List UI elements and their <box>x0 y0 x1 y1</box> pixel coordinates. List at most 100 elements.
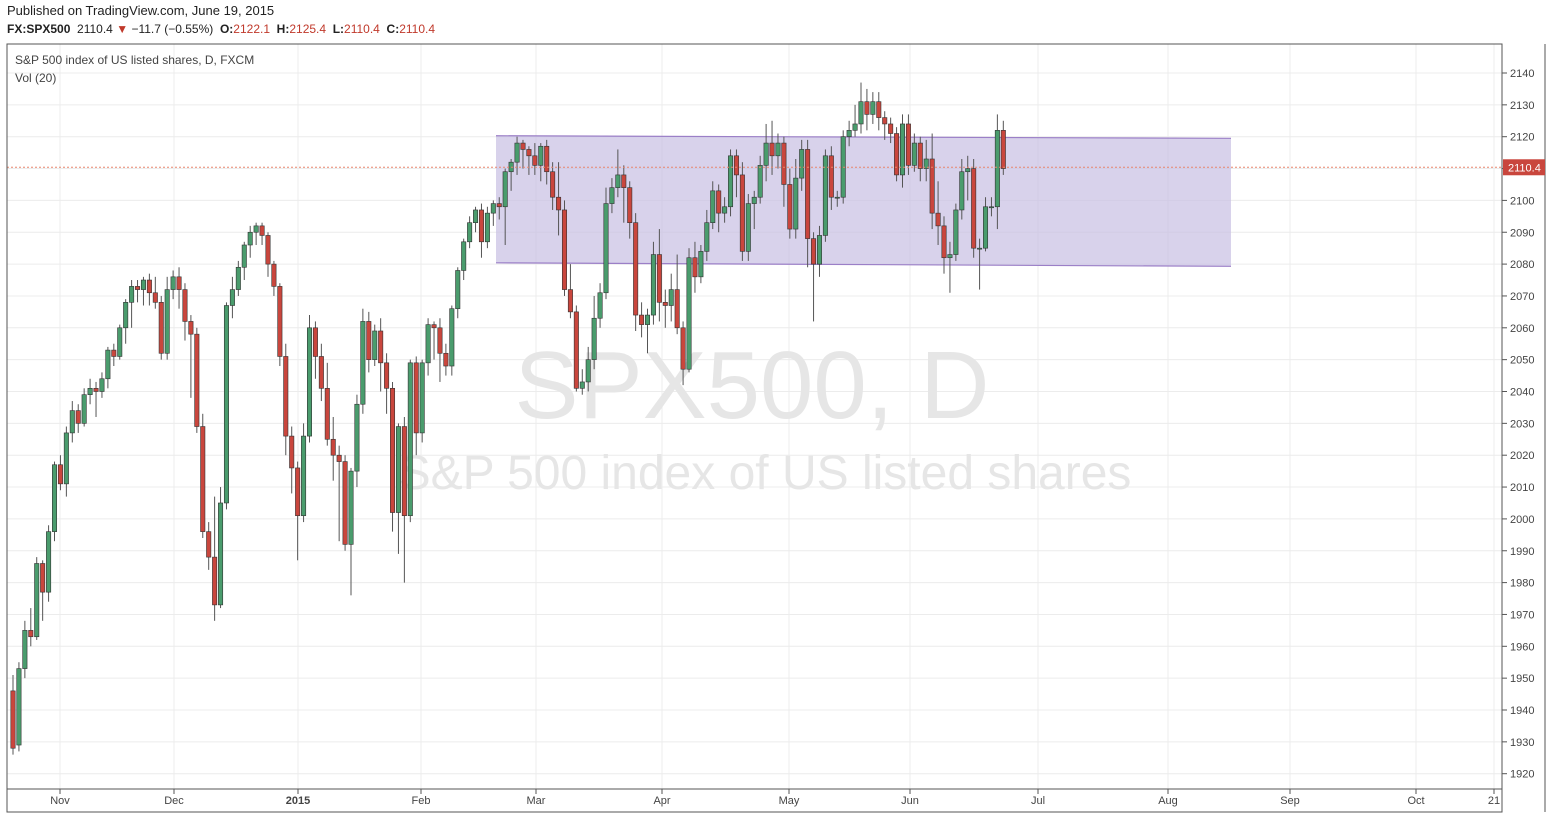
legend-indicator[interactable]: Vol (20) <box>15 71 56 85</box>
candle <box>69 401 75 443</box>
candle-body <box>615 174 621 188</box>
candle <box>390 381 396 532</box>
candle-body <box>538 145 544 166</box>
y-tick-label: 1930 <box>1510 737 1534 749</box>
candle-body <box>911 142 917 166</box>
candle <box>449 305 455 376</box>
channel-top-line[interactable] <box>495 135 1232 139</box>
candle-body <box>621 174 627 188</box>
last-price: 2110.4 <box>77 22 113 36</box>
candle-body <box>449 308 455 367</box>
candle <box>520 139 526 169</box>
candle <box>271 260 277 296</box>
candle-body <box>490 203 496 214</box>
candle <box>579 369 585 395</box>
candle-body <box>811 238 817 265</box>
close-value: 2110.4 <box>399 22 436 36</box>
candle-body <box>745 203 751 252</box>
candle <box>283 343 289 456</box>
candle <box>75 404 81 433</box>
candle <box>502 168 508 245</box>
candle-body <box>633 222 639 316</box>
y-tick-label: 2100 <box>1510 195 1534 207</box>
candle-body <box>852 123 858 131</box>
candle-body <box>573 311 579 389</box>
candle <box>816 225 822 277</box>
close-label: C: <box>386 22 400 36</box>
candle <box>229 276 235 319</box>
candle <box>81 388 87 427</box>
candle-body <box>805 149 811 239</box>
x-tick-label: Dec <box>164 795 184 807</box>
candle-body <box>645 314 651 325</box>
candle-body <box>799 149 805 179</box>
time-axis[interactable]: Nov Dec 2015 Feb Mar Apr May Jun Jul Aug Sep Oct 21 <box>50 789 1500 807</box>
candle-body <box>704 222 710 252</box>
candle-body <box>105 349 111 380</box>
candle <box>212 496 218 621</box>
candle-body <box>259 225 265 236</box>
candle-body <box>271 263 277 287</box>
candle <box>206 522 212 570</box>
candle-body <box>728 155 734 208</box>
candle-body <box>751 196 757 204</box>
candle-body <box>609 187 615 204</box>
candle-body <box>680 327 686 370</box>
candle-body <box>710 190 716 223</box>
candle-body <box>372 330 378 360</box>
candle <box>639 302 645 338</box>
candle-body <box>686 257 692 370</box>
candle <box>894 127 900 182</box>
watermark: SPX500, D S&P 500 index of US listed sha… <box>399 332 1132 500</box>
x-tick-label: Aug <box>1158 795 1178 807</box>
low-value: 2110.4 <box>344 22 380 36</box>
candle <box>775 133 781 169</box>
candle <box>627 181 633 239</box>
candle-body <box>822 155 828 236</box>
candle <box>769 120 775 175</box>
candle-body <box>959 171 965 211</box>
published-line: Published on TradingView.com, June 19, 2… <box>7 3 275 18</box>
parallel-channel[interactable] <box>495 135 1232 267</box>
x-tick-label: Jul <box>1031 795 1045 807</box>
down-arrow-icon: ▼ <box>116 22 129 36</box>
candle <box>561 200 567 296</box>
candle-body <box>870 101 876 115</box>
candle <box>971 158 977 258</box>
candle-body <box>253 225 259 233</box>
channel-bottom-line[interactable] <box>495 262 1232 267</box>
candle <box>10 674 16 755</box>
candle-body <box>888 123 894 134</box>
candle <box>384 353 390 414</box>
candle-body <box>698 251 704 278</box>
candle-body <box>229 289 235 306</box>
symbol-name[interactable]: FX:SPX500 <box>7 22 71 36</box>
candle <box>698 244 704 284</box>
candle-body <box>117 327 123 357</box>
candle-body <box>502 171 508 208</box>
candle-body <box>265 235 271 265</box>
candle <box>490 200 496 226</box>
price-axis[interactable]: 1920 1930 1940 1950 1960 1970 1980 1990 2000 2010… <box>1502 68 1534 781</box>
candle-body <box>218 502 224 606</box>
candle <box>111 343 117 367</box>
candle <box>223 302 229 510</box>
candle <box>864 88 870 131</box>
candle-body <box>324 388 330 440</box>
candle <box>253 222 259 245</box>
candle <box>953 203 959 261</box>
candle-body <box>289 435 295 469</box>
candle <box>888 117 894 144</box>
candle-body <box>223 305 229 504</box>
candle-body <box>348 470 354 545</box>
candle-body <box>176 276 182 290</box>
candle-body <box>443 352 449 367</box>
candle-body <box>295 467 301 517</box>
candle <box>550 162 556 210</box>
candle-body <box>1000 130 1006 169</box>
candle <box>781 136 787 207</box>
candle-body <box>834 196 840 199</box>
candle-body <box>662 302 668 306</box>
candle <box>443 343 449 376</box>
